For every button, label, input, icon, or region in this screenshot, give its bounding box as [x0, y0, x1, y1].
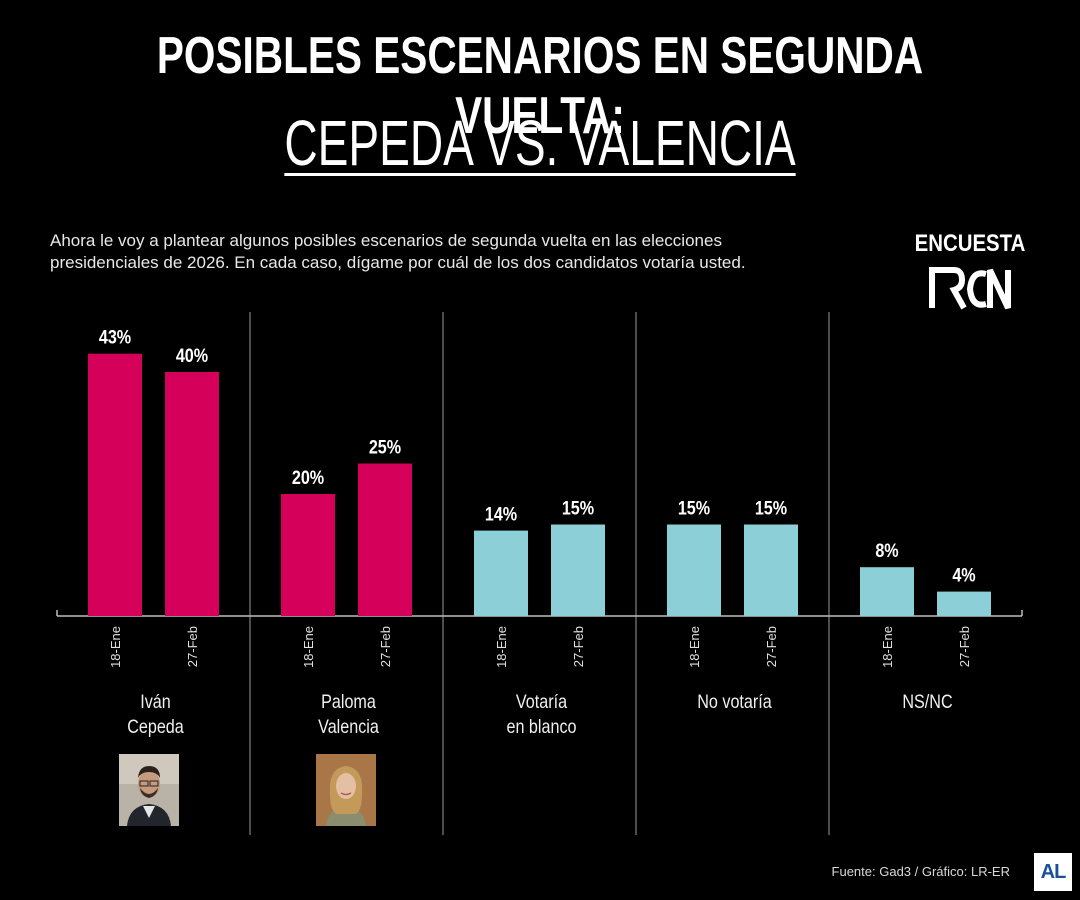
bar: [165, 372, 219, 616]
data-label: 43%: [99, 326, 132, 348]
survey-question: Ahora le voy a plantear algunos posibles…: [50, 231, 746, 272]
data-label: 40%: [176, 345, 209, 367]
bar: [860, 567, 914, 616]
data-label: 20%: [292, 467, 325, 489]
publisher-logo: AL: [1034, 853, 1072, 891]
category-label: en blanco: [506, 716, 576, 738]
data-label: 15%: [562, 497, 595, 519]
tick-label: 18-Ene: [301, 626, 316, 668]
tick-label: 18-Ene: [880, 626, 895, 668]
bar: [88, 353, 142, 616]
tick-label: 27-Feb: [378, 626, 393, 667]
category-label: Iván: [140, 691, 171, 713]
data-label: 15%: [755, 497, 788, 519]
data-label: 8%: [875, 540, 899, 562]
brand-label: ENCUESTA: [914, 230, 1026, 257]
category-label: Valencia: [318, 716, 379, 738]
bar: [744, 524, 798, 616]
tick-label: 27-Feb: [185, 626, 200, 667]
bar: [551, 524, 605, 616]
tick-label: 18-Ene: [494, 626, 509, 668]
chart-subtitle: CEPEDA VS. VALENCIA: [151, 106, 929, 180]
tick-label: 18-Ene: [108, 626, 123, 668]
tick-label: 27-Feb: [957, 626, 972, 667]
data-label: 15%: [678, 497, 711, 519]
tick-label: 27-Feb: [571, 626, 586, 667]
ivan-cepeda-photo: [119, 754, 179, 826]
category-label: Cepeda: [127, 716, 184, 738]
tick-label: 27-Feb: [764, 626, 779, 667]
tick-label: 18-Ene: [687, 626, 702, 668]
source-note: Fuente: Gad3 / Gráfico: LR-ER: [831, 864, 1010, 879]
bar: [474, 530, 528, 616]
rcn-logo-icon: [929, 267, 1011, 310]
category-label: NS/NC: [902, 691, 952, 713]
paloma-valencia-photo: [316, 754, 376, 826]
bar: [358, 463, 412, 616]
bar: [937, 591, 991, 616]
chart-title: POSIBLES ESCENARIOS EN SEGUNDA VUELTA:: [156, 27, 924, 145]
category-label: Votaría: [516, 691, 567, 713]
data-label: 25%: [369, 436, 402, 458]
data-label: 14%: [485, 503, 518, 525]
category-label: Paloma: [321, 691, 376, 713]
bar: [667, 524, 721, 616]
category-label: No votaría: [697, 691, 772, 713]
bar: [281, 494, 335, 616]
chart-subtitle-text: CEPEDA VS. VALENCIA: [284, 107, 796, 179]
data-label: 4%: [952, 564, 976, 586]
